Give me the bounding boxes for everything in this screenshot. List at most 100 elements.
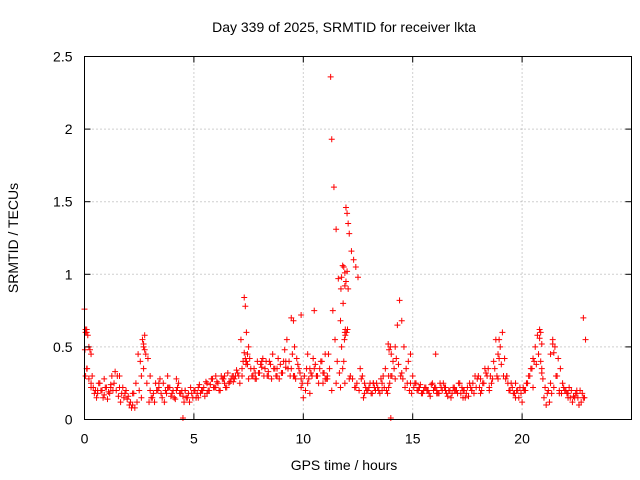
data-point	[262, 365, 269, 372]
data-point	[139, 336, 146, 343]
data-point	[384, 390, 391, 397]
data-point	[350, 256, 357, 263]
data-point	[242, 355, 249, 362]
data-point	[333, 226, 340, 233]
data-point	[116, 372, 123, 379]
axis-ticks	[84, 56, 632, 420]
data-point	[480, 380, 487, 387]
data-point	[357, 365, 364, 372]
data-point	[167, 393, 174, 400]
data-point	[332, 336, 339, 343]
data-point	[416, 384, 423, 391]
data-point	[244, 351, 251, 358]
x-tick-labels: 0 5 10 15 20	[81, 431, 530, 447]
data-point	[582, 336, 589, 343]
data-point	[161, 399, 168, 406]
data-point	[213, 378, 220, 385]
data-point	[224, 370, 231, 377]
data-point	[214, 380, 221, 387]
x-tick-label: 15	[405, 431, 421, 447]
data-point	[338, 274, 345, 281]
data-point	[158, 390, 165, 397]
data-point	[556, 390, 563, 397]
data-point	[257, 361, 264, 368]
data-point	[106, 390, 113, 397]
data-point	[578, 399, 585, 406]
data-point	[337, 384, 344, 391]
data-point	[151, 399, 158, 406]
data-point	[341, 282, 348, 289]
data-point	[548, 390, 555, 397]
data-point	[120, 394, 127, 401]
data-point	[530, 355, 537, 362]
data-point	[538, 370, 545, 377]
data-point	[82, 326, 89, 333]
data-point	[174, 384, 181, 391]
data-point	[186, 399, 193, 406]
data-point	[393, 355, 400, 362]
data-point	[346, 375, 353, 382]
data-point	[258, 364, 265, 371]
data-point	[433, 390, 440, 397]
data-point	[568, 387, 575, 394]
data-point	[398, 317, 405, 324]
data-point	[344, 210, 351, 217]
data-point	[370, 380, 377, 387]
data-point	[105, 388, 112, 395]
data-point	[289, 351, 296, 358]
data-point	[101, 391, 108, 398]
data-point	[101, 375, 108, 382]
data-point	[333, 380, 340, 387]
data-point	[344, 326, 351, 333]
data-point	[259, 355, 266, 362]
data-point	[104, 396, 111, 403]
data-point	[379, 380, 386, 387]
data-point	[221, 380, 228, 387]
data-point	[302, 387, 309, 394]
data-point	[236, 380, 243, 387]
data-point	[547, 351, 554, 358]
data-point	[146, 399, 153, 406]
data-point	[428, 381, 435, 388]
data-point	[237, 336, 244, 343]
data-point	[493, 372, 500, 379]
data-point	[89, 372, 96, 379]
data-point	[403, 365, 410, 372]
x-axis-label: GPS time / hours	[291, 457, 398, 473]
data-point	[543, 401, 550, 408]
data-point	[290, 317, 297, 324]
data-point	[526, 372, 533, 379]
data-point	[279, 370, 286, 377]
y-tick-label: 0	[65, 412, 73, 428]
data-point	[318, 358, 325, 365]
data-point	[392, 375, 399, 382]
data-point	[304, 380, 311, 387]
data-point	[234, 370, 241, 377]
data-point	[183, 394, 190, 401]
data-point	[84, 365, 91, 372]
data-point	[164, 372, 171, 379]
data-point	[341, 380, 348, 387]
data-point	[405, 358, 412, 365]
data-point	[343, 329, 350, 336]
data-point	[337, 317, 344, 324]
data-point	[340, 264, 347, 271]
data-point	[291, 372, 298, 379]
data-point	[536, 335, 543, 342]
data-point	[313, 372, 320, 379]
data-point	[326, 365, 333, 372]
data-point	[355, 274, 361, 281]
data-point	[147, 372, 154, 379]
data-point	[491, 365, 498, 372]
data-point	[175, 380, 182, 387]
data-point	[340, 358, 347, 365]
data-point	[327, 73, 334, 80]
data-point	[547, 380, 554, 387]
data-point	[502, 375, 509, 382]
data-point	[172, 396, 179, 403]
data-point	[419, 390, 426, 397]
data-point	[387, 415, 394, 422]
data-point	[542, 384, 549, 391]
data-point	[134, 399, 141, 406]
data-point	[182, 387, 189, 394]
